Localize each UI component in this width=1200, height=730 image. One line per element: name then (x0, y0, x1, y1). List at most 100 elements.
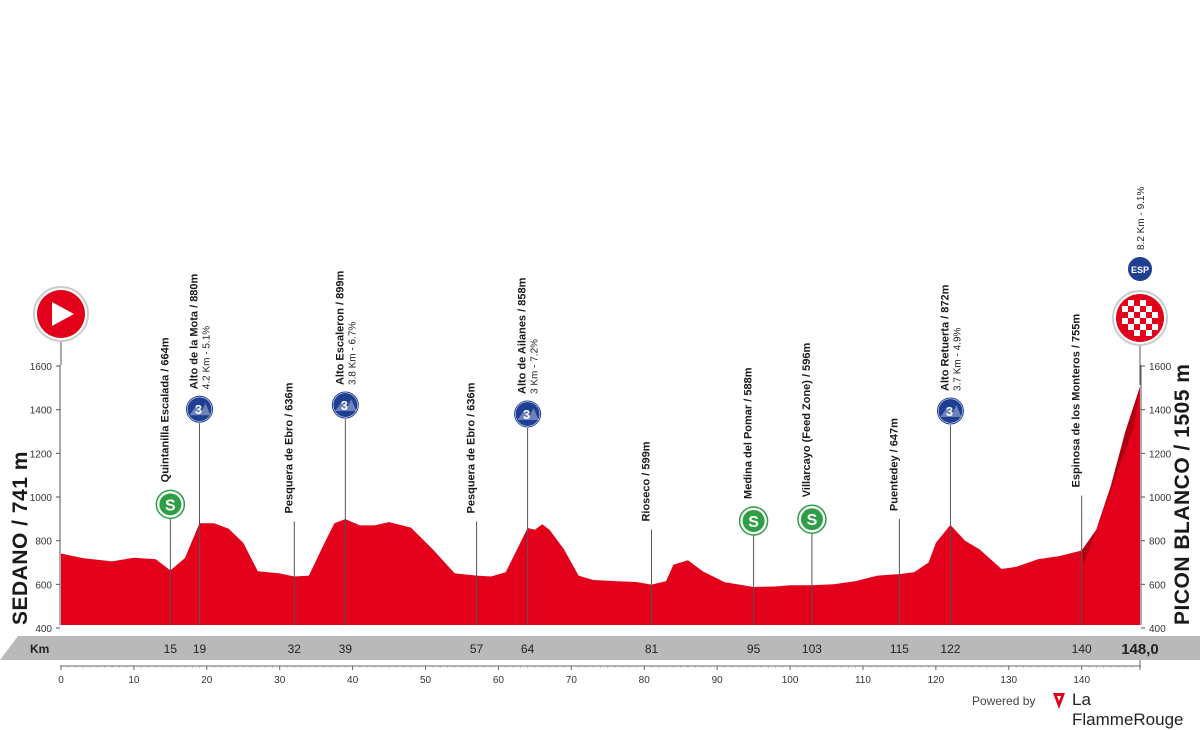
third-category-climb-icon-text: 3 (195, 402, 202, 417)
waypoint-label: Villarcayo (Feed Zone) / 596m (801, 343, 813, 498)
x-tick-label: 50 (420, 675, 432, 686)
finish-check-square (1140, 324, 1146, 330)
finish-check-square (1128, 324, 1134, 330)
km-band-waypoint-km: 140 (1072, 642, 1092, 656)
km-band: Km 15 19 32 39 57 64 81 95 103 115 122 140 148,0 (0, 636, 1200, 660)
y-tick-label-left: 1200 (30, 449, 53, 460)
x-tick-label: 90 (712, 675, 724, 686)
finish-check-square (1134, 318, 1140, 324)
powered-by-text: Powered by (972, 694, 1036, 708)
sprint-s-icon-inner (159, 493, 182, 516)
km-band-waypoint-km: 103 (802, 642, 822, 656)
y-tick-label-left: 400 (35, 624, 52, 635)
waypoint-climb-detail: 3.7 Km - 4.9% (952, 327, 963, 390)
finish-checkered-icon (1112, 290, 1168, 385)
x-tick-label: 110 (855, 675, 871, 686)
finish-check-square (1146, 318, 1152, 324)
finish-check-square (1146, 306, 1152, 312)
la-flamme-rouge-logo-icon (1053, 693, 1065, 709)
km-band-label: Km (30, 642, 49, 656)
x-tick-label: 70 (566, 675, 578, 686)
km-band-waypoint-km: 32 (288, 642, 302, 656)
x-tick-label: 130 (1000, 675, 1017, 686)
sprint-s-icon: S (797, 504, 827, 534)
waypoint-climb-detail: 3.8 Km - 6.7% (347, 322, 358, 385)
third-category-climb-icon-ring (936, 397, 964, 425)
finish-check-square (1122, 318, 1128, 324)
x-tick-label: 100 (782, 675, 799, 686)
waypoint-label: Pesquera de Ebro / 636m (283, 382, 295, 513)
third-category-climb-icon-text: 3 (946, 404, 953, 419)
y-tick-label-left: 600 (35, 580, 52, 591)
sprint-s-icon: S (738, 506, 769, 536)
km-band-waypoint-km: 57 (470, 642, 484, 656)
esp-circle (1126, 255, 1154, 283)
x-tick-label: 40 (347, 675, 359, 686)
waypoint-label: Pesquera de Ebro / 636m (466, 382, 478, 513)
waypoints: S Quintanilla Escalada / 664m 3 Alto de la … (155, 271, 1083, 625)
brand-name: La FlammeRouge (1072, 690, 1184, 729)
km-band-shape (0, 636, 1200, 660)
sprint-s-icon-inner (742, 509, 765, 532)
x-tick-label: 10 (128, 675, 140, 686)
km-band-waypoint-km: 15 (164, 642, 178, 656)
finish-check-square (1128, 300, 1134, 306)
y-tick-label-right: 800 (1149, 537, 1166, 548)
waypoint-label: Alto de Ailanes / 858m (517, 277, 529, 394)
waypoint-label: Quintanilla Escalada / 664m (159, 337, 171, 482)
start-finish-markers: ESP 8.2 Km - 9.1% (33, 187, 1168, 385)
finish-check-square (1122, 306, 1128, 312)
finish-check-square (1140, 300, 1146, 306)
third-category-climb-icon-ring (331, 391, 359, 419)
km-band-waypoint-km: 39 (339, 642, 353, 656)
finish-climb-detail: 8.2 Km - 9.1% (1136, 187, 1147, 250)
final-climb-shade (1081, 386, 1140, 565)
third-category-climb-icon-mountain (940, 404, 962, 417)
y-tick-label-right: 1000 (1149, 493, 1172, 504)
km-band-waypoint-km: 64 (521, 642, 535, 656)
start-arrow-icon (33, 286, 89, 365)
finish-label: PICON BLANCO / 1505 m (1171, 363, 1194, 625)
sprint-s-icon-text: S (165, 497, 176, 514)
x-tick-label: 120 (928, 675, 945, 686)
y-tick-label-right: 1400 (1149, 406, 1172, 417)
y-tick-label-left: 1400 (30, 406, 53, 417)
finish-check-square (1134, 330, 1140, 336)
finish-check-square (1146, 330, 1152, 336)
x-tick-label: 0 (58, 675, 64, 686)
x-tick-label: 80 (639, 675, 651, 686)
waypoint-climb-detail: 3 Km - 7.2% (530, 339, 541, 394)
waypoint-label: Alto Escaleron / 899m (334, 271, 346, 386)
sprint-s-icon: S (155, 489, 186, 520)
start-arrow (52, 302, 74, 326)
third-category-climb-icon-mountain (335, 399, 357, 412)
third-category-climb-icon-ring (186, 395, 214, 423)
km-band-waypoint-km: 19 (193, 642, 207, 656)
y-tick-label-right: 600 (1149, 580, 1166, 591)
waypoint-label: Puentedey / 647m (888, 418, 900, 511)
y-tick-label-right: 400 (1149, 624, 1166, 635)
start-label: SEDANO / 741 m (9, 451, 32, 625)
special-category-climb-icon: ESP (1126, 255, 1154, 283)
y-tick-label-left: 1600 (30, 362, 53, 373)
profile-fill (61, 386, 1140, 625)
km-band-waypoint-km: 122 (940, 642, 960, 656)
x-tick-label: 140 (1073, 675, 1090, 686)
finish-check-square (1134, 306, 1140, 312)
finish-check-square (1128, 312, 1134, 318)
finish-check-square (1152, 324, 1158, 330)
y-axes: 400 400 600 600 800 800 1000 1000 1200 1200 1400 14… (30, 362, 1172, 635)
y-tick-label-left: 800 (35, 537, 52, 548)
third-category-climb-icon-mountain (517, 408, 539, 421)
km-band-waypoint-km: 81 (645, 642, 659, 656)
waypoint-label: Alto de la Mota / 880m (189, 273, 201, 389)
sprint-s-icon-inner (800, 508, 823, 531)
third-category-climb-icon-text: 3 (341, 398, 348, 413)
waypoint-label: Alto Retuerta / 872m (939, 284, 951, 391)
x-tick-label: 60 (493, 675, 505, 686)
y-tick-label-right: 1200 (1149, 449, 1172, 460)
third-category-climb-icon-ring (514, 400, 542, 428)
esp-text: ESP (1131, 265, 1149, 275)
